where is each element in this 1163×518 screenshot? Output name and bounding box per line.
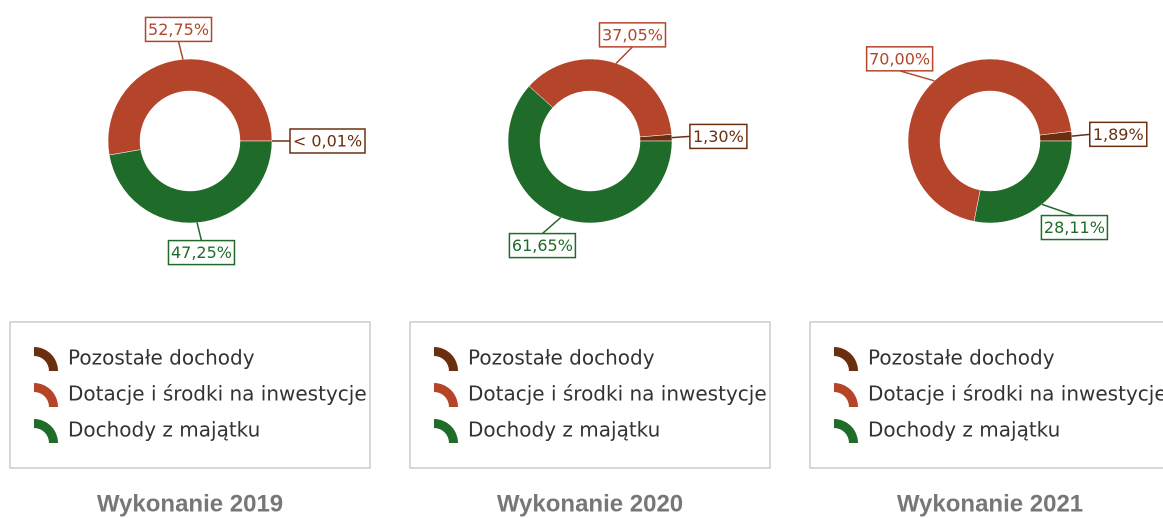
chart-title: Wykonanie 2020 <box>497 490 683 517</box>
data-label: 37,05% <box>602 25 663 44</box>
label-box <box>289 128 366 154</box>
legend-label: Dochody z majątku <box>868 418 1060 442</box>
donut-slice <box>907 58 1072 222</box>
legend-label: Dotacje i środki na inwestycje <box>468 382 767 406</box>
leader-line <box>541 217 562 235</box>
label-box <box>598 22 667 48</box>
data-label: 28,11% <box>1044 218 1105 237</box>
legend-icon <box>34 419 58 443</box>
legend-label: Pozostałe dochody <box>468 346 655 370</box>
label-box <box>144 16 213 43</box>
leader-line <box>615 46 634 64</box>
label-box <box>689 123 748 150</box>
chart-title: Wykonanie 2021 <box>897 490 1083 517</box>
legend-icon <box>834 419 858 443</box>
label-box <box>167 239 236 266</box>
legend-label: Dotacje i środki na inwestycje <box>68 382 367 406</box>
chart-title: Wykonanie 2019 <box>97 490 283 517</box>
data-label: < 0,01% <box>293 132 362 151</box>
label-box <box>1040 214 1109 241</box>
legend-icon <box>34 383 58 407</box>
data-label: 52,75% <box>148 20 209 39</box>
data-label: 70,00% <box>869 49 930 68</box>
label-box <box>508 232 577 259</box>
donut-slice <box>973 140 1073 224</box>
legend-label: Pozostałe dochody <box>868 346 1055 370</box>
legend-icon <box>434 419 458 443</box>
label-box <box>865 46 934 72</box>
data-label: 47,25% <box>171 243 232 262</box>
donut-slice <box>507 85 673 224</box>
donut-slice <box>528 58 672 138</box>
legend-box <box>809 321 1163 469</box>
legend-icon <box>34 347 58 371</box>
leader-line <box>1041 203 1075 217</box>
data-label: 1,89% <box>1093 125 1144 144</box>
leader-line <box>196 222 203 241</box>
leader-line <box>1071 133 1090 137</box>
donut-slice <box>108 140 273 224</box>
legend-label: Dochody z majątku <box>468 418 660 442</box>
legend-label: Pozostałe dochody <box>68 346 255 370</box>
legend-icon <box>434 383 458 407</box>
label-box <box>1089 121 1148 148</box>
legend-icon <box>834 383 858 407</box>
leader-line <box>899 70 935 82</box>
donut-slice <box>107 58 273 156</box>
legend-label: Dotacje i środki na inwestycje <box>868 382 1163 406</box>
leader-line <box>177 41 184 60</box>
legend-icon <box>434 347 458 371</box>
data-label: 61,65% <box>512 236 573 255</box>
legend-label: Dochody z majątku <box>68 418 260 442</box>
data-label: 1,30% <box>693 127 744 146</box>
legend-box <box>409 321 771 469</box>
legend-icon <box>834 347 858 371</box>
leader-line <box>671 135 690 139</box>
legend-box <box>9 321 371 469</box>
